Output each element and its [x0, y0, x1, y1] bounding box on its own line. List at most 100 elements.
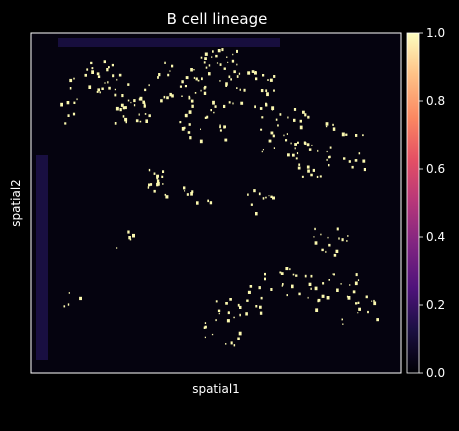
tissue-spot — [282, 283, 284, 286]
tissue-spot — [317, 298, 321, 302]
tissue-spot — [236, 49, 238, 53]
tissue-spot — [181, 80, 184, 84]
tissue-spot — [317, 149, 319, 152]
tissue-spot — [321, 294, 325, 298]
tissue-spot — [294, 143, 297, 146]
tissue-spot — [326, 296, 330, 300]
tissue-spot — [280, 272, 284, 275]
tissue-spot — [144, 88, 147, 92]
tissue-spot — [286, 133, 288, 135]
tissue-spot — [258, 286, 261, 290]
tissue-spot — [227, 61, 229, 63]
tissue-spot — [127, 83, 130, 86]
tissue-spot — [156, 182, 160, 186]
tissue-spot — [190, 68, 193, 72]
tissue-spot — [233, 344, 236, 347]
tissue-spot — [343, 157, 346, 160]
tissue-spot — [212, 100, 215, 105]
tissue-spot — [63, 305, 66, 308]
tissue-spot — [292, 153, 295, 157]
tissue-spot — [239, 313, 241, 317]
tissue-spot — [214, 105, 217, 108]
tissue-spot — [336, 227, 339, 231]
tissue-spot — [362, 134, 364, 137]
tissue-spot — [208, 64, 211, 67]
tissue-spot — [125, 120, 127, 124]
tissue-spot — [219, 129, 222, 132]
tissue-spot — [67, 114, 70, 117]
tissue-spot — [264, 272, 266, 276]
tissue-spot — [254, 71, 257, 74]
tissue-spot — [86, 68, 89, 71]
tissue-spot — [114, 88, 116, 91]
tissue-spot — [203, 61, 206, 64]
tissue-spot — [262, 74, 265, 77]
tissue-spot — [299, 125, 303, 130]
tissue-spot — [112, 74, 115, 78]
tissue-spot — [203, 91, 207, 95]
tissue-spot — [139, 96, 143, 101]
tissue-spot — [313, 236, 315, 238]
tissue-spot — [355, 273, 358, 277]
tissue-spot — [108, 66, 110, 69]
tissue-spot — [340, 283, 342, 285]
tissue-spot — [190, 192, 193, 196]
tissue-spot — [237, 303, 240, 307]
tissue-spot — [308, 282, 312, 286]
tissue-spot — [97, 88, 100, 92]
tissue-spot — [144, 113, 147, 115]
tissue-spot — [127, 99, 130, 102]
tissue-spot — [215, 319, 217, 322]
tissue-spot — [204, 85, 207, 89]
tissue-spot — [239, 305, 242, 309]
tissue-spot — [69, 87, 72, 90]
tissue-spot — [201, 77, 203, 81]
tissue-spot — [304, 274, 307, 278]
tissue-spot — [328, 164, 330, 167]
tissue-spot — [249, 285, 253, 288]
tissue-spot — [143, 102, 146, 105]
tissue-spot — [204, 336, 206, 339]
tissue-spot — [325, 122, 329, 126]
tissue-spot — [200, 56, 203, 59]
tissue-spot — [287, 153, 290, 157]
tissue-spot — [148, 114, 151, 118]
tissue-spot — [304, 113, 307, 117]
tissue-spot — [231, 59, 235, 63]
tissue-spot — [122, 115, 125, 118]
tissue-spot — [286, 294, 288, 297]
tissue-spot — [260, 128, 263, 131]
tissue-spot — [211, 333, 214, 336]
tissue-spot — [153, 189, 156, 193]
tissue-spot — [181, 95, 183, 97]
tissue-spot — [221, 48, 224, 52]
tissue-spot — [184, 190, 186, 192]
tissue-spot — [116, 247, 118, 249]
tissue-spot — [129, 238, 132, 241]
tissue-spot — [114, 122, 117, 125]
tissue-spot — [275, 118, 278, 121]
tissue-spot — [103, 60, 106, 64]
tissue-spot — [357, 312, 359, 314]
tissue-spot — [293, 108, 297, 111]
tissue-spot — [310, 173, 313, 177]
tissue-spot — [333, 253, 337, 257]
tissue-spot — [326, 150, 328, 153]
tissue-spot — [329, 146, 332, 149]
tissue-spot — [138, 113, 140, 116]
tissue-spot — [297, 141, 299, 144]
tissue-spot — [91, 67, 94, 70]
tissue-spot — [307, 115, 310, 119]
tissue-spot — [325, 125, 328, 128]
tissue-spot — [115, 106, 119, 111]
chart-title: B cell lineage — [167, 10, 268, 28]
tissue-spot — [193, 76, 195, 79]
tissue-spot — [164, 61, 166, 64]
tissue-spot — [311, 144, 313, 146]
tissue-spot — [358, 152, 361, 155]
tissue-spot — [158, 73, 161, 77]
tissue-spot — [171, 94, 174, 98]
tissue-spot — [299, 119, 302, 123]
tissue-spot — [148, 84, 150, 87]
tissue-spot — [91, 70, 94, 74]
